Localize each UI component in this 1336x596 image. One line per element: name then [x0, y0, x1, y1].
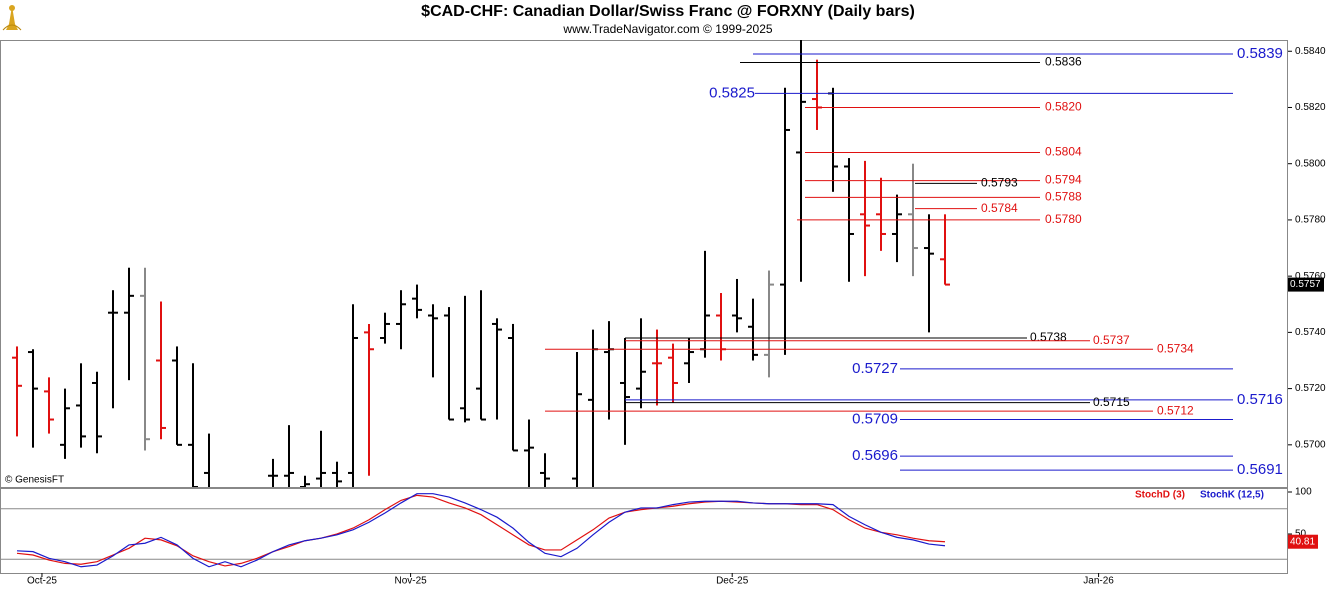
logo: [2, 5, 22, 31]
level-label: 0.5839: [1237, 45, 1283, 62]
level-label: 0.5784: [981, 201, 1018, 215]
y-tick-label: 0.5720: [1295, 383, 1326, 394]
level-label: 0.5696: [852, 447, 898, 464]
level-label: 0.5794: [1045, 173, 1082, 187]
level-label: 0.5737: [1093, 333, 1130, 347]
level-label: 0.5804: [1045, 145, 1082, 159]
x-tick-label: Jan-26: [1083, 576, 1114, 587]
y-tick-label: 50: [1295, 529, 1307, 540]
level-label: 0.5836: [1045, 55, 1082, 69]
level-label: 0.5780: [1045, 212, 1082, 226]
legend-entry: StochK (12,5): [1200, 490, 1264, 501]
chart-title: $CAD-CHF: Canadian Dollar/Swiss Franc @ …: [421, 3, 915, 20]
y-tick-label: 100: [1295, 487, 1312, 498]
chart-subtitle: www.TradeNavigator.com © 1999-2025: [562, 22, 772, 36]
level-label: 0.5820: [1045, 100, 1082, 114]
level-label: 0.5793: [981, 176, 1018, 190]
x-tick-label: Oct-25: [27, 576, 57, 587]
stoch-plot: [0, 493, 1288, 568]
level-label: 0.5738: [1030, 330, 1067, 344]
level-label: 0.5712: [1157, 403, 1194, 417]
stoch-line: [16, 493, 946, 568]
level-label: 0.5825: [709, 84, 755, 101]
level-label: 0.5734: [1157, 341, 1194, 355]
level-label: 0.5727: [852, 360, 898, 377]
last-value-box: [1288, 534, 1318, 549]
x-tick-label: Nov-25: [394, 576, 427, 587]
last-value-label: 40.81: [1290, 536, 1315, 547]
level-label: 0.5691: [1237, 461, 1283, 478]
y-tick-label: 0.5760: [1295, 271, 1326, 282]
y-tick-label: 0.5700: [1295, 439, 1326, 450]
level-label: 0.5715: [1093, 395, 1130, 409]
last-price-box: [1288, 277, 1324, 292]
legend-entry: StochD (3): [1135, 490, 1185, 501]
stoch-panel: [0, 488, 1288, 574]
level-label: 0.5716: [1237, 391, 1283, 408]
y-tick-label: 0.5800: [1295, 158, 1326, 169]
source: © GenesisFT: [5, 475, 64, 486]
y-tick-label: 0.5840: [1295, 46, 1326, 57]
last-price-label: 0.5757: [1290, 279, 1321, 290]
x-tick-label: Dec-25: [716, 576, 749, 587]
main-panel: [0, 40, 1288, 488]
level-label: 0.5788: [1045, 190, 1082, 204]
y-tick-label: 0.5780: [1295, 215, 1326, 226]
y-tick-label: 0.5740: [1295, 327, 1326, 338]
axes: 0.5840 0.5820 0.5800 0.5780 0.5760 0.5740 0.57…: [27, 46, 1326, 587]
level-label: 0.5709: [852, 410, 898, 427]
y-tick-label: 0.5820: [1295, 102, 1326, 113]
